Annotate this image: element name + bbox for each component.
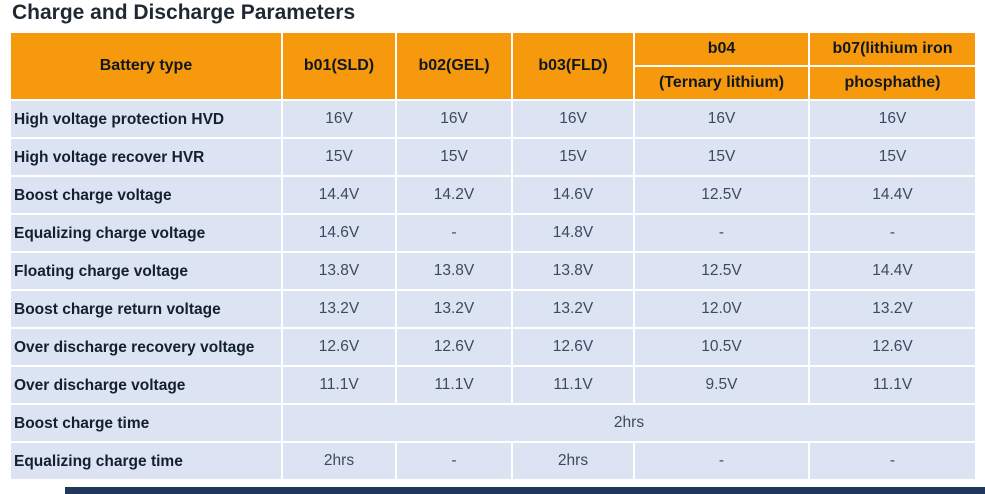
- cell-value: 11.1V: [513, 367, 633, 403]
- header-b04-top: b04: [635, 33, 808, 65]
- table-row: High voltage protection HVD 16V 16V 16V 16V 1…: [11, 101, 975, 137]
- table-row: Equalizing charge voltage 14.6V -14.8V - -: [11, 215, 975, 251]
- table-row: High voltage recover HVR 15V 15V 15V 15V 15V: [11, 139, 975, 175]
- cell-value: 12.6V: [513, 329, 633, 365]
- cell-value: 2hrs: [513, 443, 633, 479]
- table-row: Boost charge voltage 14.4V 14.2V 14.6V 12.5V…: [11, 177, 975, 213]
- table-row: Equalizing charge time 2hrs -2hrs - -: [11, 443, 975, 479]
- cell-value: 11.1V: [810, 367, 975, 403]
- row-label: High voltage protection HVD: [11, 101, 281, 137]
- page-title: Charge and Discharge Parameters: [12, 1, 356, 24]
- cell-value: 16V: [810, 101, 975, 137]
- header-b01: b01(SLD): [283, 33, 395, 99]
- cell-value: 12.5V: [635, 177, 808, 213]
- cell-value: 11.1V: [397, 367, 511, 403]
- cell-value: 12.5V: [635, 253, 808, 289]
- cell-value: -: [810, 215, 975, 251]
- cell-value: 10.5V: [635, 329, 808, 365]
- cell-value: 13.8V: [283, 253, 395, 289]
- parameters-table: Battery type b01(SLD) b02(GEL) b03(FLD) …: [9, 31, 977, 481]
- row-label: High voltage recover HVR: [11, 139, 281, 175]
- cell-value: -: [635, 215, 808, 251]
- cell-value: 12.6V: [397, 329, 511, 365]
- cell-value: 9.5V: [635, 367, 808, 403]
- header-battery-type: Battery type: [11, 33, 281, 99]
- table-header: Battery type b01(SLD) b02(GEL) b03(FLD) …: [11, 33, 975, 99]
- table-row: Over discharge voltage 11.1V 11.1V 11.1V 9.5…: [11, 367, 975, 403]
- cell-value: 15V: [810, 139, 975, 175]
- header-b07-top: b07(lithium iron: [810, 33, 975, 65]
- cell-merged-value: 2hrs: [283, 405, 975, 441]
- cell-value: -: [397, 443, 511, 479]
- cell-value: 16V: [635, 101, 808, 137]
- cell-value: 16V: [283, 101, 395, 137]
- cell-value: 14.4V: [810, 177, 975, 213]
- cell-value: 14.6V: [283, 215, 395, 251]
- table-row: Boost charge time 2hrs: [11, 405, 975, 441]
- cell-value: 14.2V: [397, 177, 511, 213]
- row-label: Over discharge recovery voltage: [11, 329, 281, 365]
- cell-value: 14.6V: [513, 177, 633, 213]
- cell-value: 13.8V: [513, 253, 633, 289]
- table-row: Boost charge return voltage 13.2V 13.2V 13.…: [11, 291, 975, 327]
- cell-value: 15V: [513, 139, 633, 175]
- bottom-cutoff-bar: [65, 487, 985, 494]
- cell-value: 12.6V: [283, 329, 395, 365]
- cell-value: 2hrs: [283, 443, 395, 479]
- header-b04-bottom: (Ternary lithium): [635, 67, 808, 99]
- table-body: High voltage protection HVD 16V 16V 16V 16V 1…: [11, 101, 975, 479]
- row-label: Boost charge voltage: [11, 177, 281, 213]
- cell-value: -: [810, 443, 975, 479]
- cell-value: 14.8V: [513, 215, 633, 251]
- cell-value: -: [635, 443, 808, 479]
- table-row: Floating charge voltage 13.8V 13.8V 13.8V 12…: [11, 253, 975, 289]
- cell-value: 11.1V: [283, 367, 395, 403]
- cell-value: 13.2V: [397, 291, 511, 327]
- table-row: Over discharge recovery voltage 12.6V 12.6…: [11, 329, 975, 365]
- cell-value: -: [397, 215, 511, 251]
- header-b02: b02(GEL): [397, 33, 511, 99]
- row-label: Floating charge voltage: [11, 253, 281, 289]
- row-label: Equalizing charge time: [11, 443, 281, 479]
- cell-value: 16V: [397, 101, 511, 137]
- header-b07-bottom: phosphathe): [810, 67, 975, 99]
- row-label: Over discharge voltage: [11, 367, 281, 403]
- cell-value: 13.2V: [810, 291, 975, 327]
- cell-value: 15V: [397, 139, 511, 175]
- cell-value: 14.4V: [810, 253, 975, 289]
- header-b03: b03(FLD): [513, 33, 633, 99]
- cell-value: 15V: [635, 139, 808, 175]
- cell-value: 16V: [513, 101, 633, 137]
- row-label: Equalizing charge voltage: [11, 215, 281, 251]
- row-label: Boost charge return voltage: [11, 291, 281, 327]
- cell-value: 14.4V: [283, 177, 395, 213]
- cell-value: 12.0V: [635, 291, 808, 327]
- cell-value: 15V: [283, 139, 395, 175]
- cell-value: 13.2V: [283, 291, 395, 327]
- cell-value: 13.8V: [397, 253, 511, 289]
- cell-value: 13.2V: [513, 291, 633, 327]
- row-label: Boost charge time: [11, 405, 281, 441]
- cell-value: 12.6V: [810, 329, 975, 365]
